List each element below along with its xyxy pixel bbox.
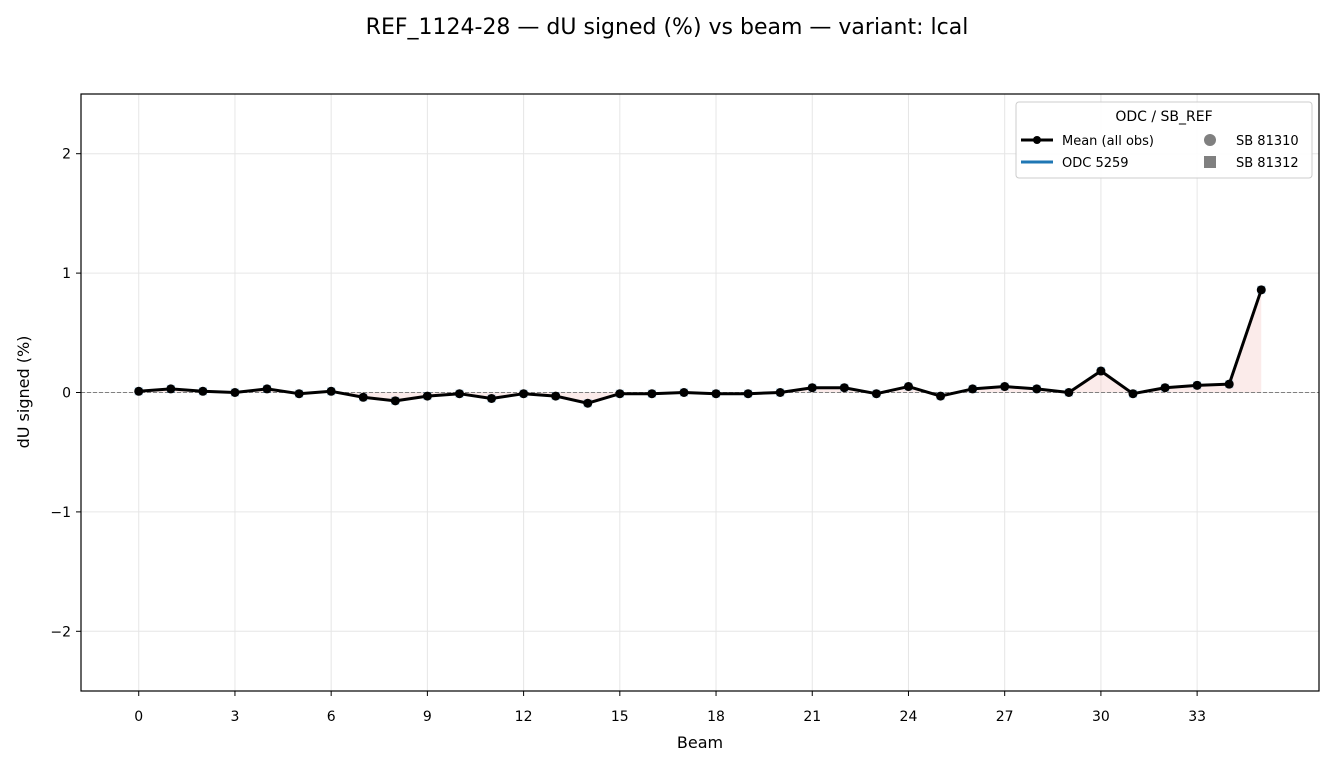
mean-point-beam-1 — [166, 384, 176, 394]
mean-point-beam-2 — [198, 386, 208, 396]
mean-point-beam-13 — [551, 391, 561, 401]
legend: ODC / SB_REF Mean (all obs) ODC 5259 SB … — [1015, 101, 1313, 179]
mean-point-beam-29 — [1064, 388, 1074, 397]
x-tick-label: 0 — [134, 709, 143, 725]
chart-title: REF_1124-28 — dU signed (%) vs beam — va… — [366, 15, 969, 40]
legend-sb-square-marker — [1204, 156, 1216, 168]
mean-point-beam-26 — [968, 384, 978, 394]
legend-label-sb-81310: SB 81310 — [1236, 134, 1299, 149]
y-tick-label: 2 — [62, 147, 71, 163]
mean-point-beam-15 — [615, 389, 625, 399]
x-tick-label: 27 — [996, 709, 1014, 725]
legend-mean-marker — [1033, 136, 1041, 144]
mean-point-beam-4 — [262, 384, 272, 394]
x-tick-label: 15 — [611, 709, 629, 725]
y-tick-label: −1 — [50, 505, 71, 521]
mean-point-beam-5 — [294, 389, 304, 399]
mean-point-beam-17 — [679, 388, 689, 397]
x-tick-label: 24 — [900, 709, 918, 725]
x-tick-label: 18 — [707, 709, 725, 725]
x-tick-label: 21 — [803, 709, 821, 725]
mean-point-beam-18 — [711, 389, 721, 399]
mean-point-beam-12 — [519, 389, 529, 399]
mean-point-beam-10 — [454, 389, 464, 399]
legend-label-odc: ODC 5259 — [1062, 156, 1129, 171]
y-axis-ticks: −2 −1 0 1 2 — [50, 147, 81, 640]
mean-point-beam-9 — [422, 391, 432, 401]
mean-point-beam-14 — [583, 398, 593, 408]
mean-point-beam-28 — [1032, 384, 1042, 394]
mean-point-beam-7 — [358, 392, 368, 402]
x-tick-label: 6 — [327, 709, 336, 725]
legend-title: ODC / SB_REF — [1115, 109, 1212, 125]
mean-series — [134, 285, 1266, 408]
mean-point-beam-3 — [230, 388, 240, 397]
mean-point-beam-23 — [871, 389, 881, 399]
x-tick-label: 33 — [1188, 709, 1206, 725]
plot-area — [81, 94, 1319, 691]
mean-point-beam-31 — [1128, 389, 1138, 399]
mean-point-beam-27 — [1000, 382, 1010, 392]
x-axis-label: Beam — [677, 733, 723, 752]
mean-point-beam-30 — [1096, 366, 1106, 376]
mean-point-beam-8 — [390, 396, 400, 406]
mean-point-beam-21 — [807, 383, 817, 393]
mean-point-beam-33 — [1192, 380, 1202, 390]
x-tick-label: 12 — [515, 709, 533, 725]
mean-point-beam-11 — [487, 393, 497, 403]
x-tick-label: 9 — [423, 709, 432, 725]
x-tick-label: 3 — [230, 709, 239, 725]
legend-sb-circle-marker — [1204, 134, 1216, 146]
mean-line — [138, 289, 1263, 405]
x-axis-ticks: 0 3 6 9 12 15 18 21 24 27 30 33 — [134, 691, 1206, 725]
y-tick-label: −2 — [50, 624, 71, 640]
mean-point-beam-19 — [743, 389, 753, 399]
mean-point-beam-16 — [647, 389, 657, 399]
x-tick-label: 30 — [1092, 709, 1110, 725]
y-axis-label: dU signed (%) — [14, 336, 33, 449]
y-tick-label: 0 — [62, 386, 71, 402]
mean-point-beam-22 — [839, 383, 849, 393]
mean-point-beam-34 — [1224, 379, 1234, 389]
mean-point-beam-20 — [775, 388, 785, 397]
mean-point-beam-6 — [326, 386, 336, 396]
y-tick-label: 1 — [62, 266, 71, 282]
legend-label-mean: Mean (all obs) — [1062, 134, 1154, 149]
legend-label-sb-81312: SB 81312 — [1236, 156, 1299, 171]
mean-point-beam-0 — [134, 386, 144, 396]
mean-point-beam-32 — [1160, 383, 1170, 393]
mean-point-beam-24 — [903, 382, 913, 392]
mean-point-beam-35 — [1256, 285, 1266, 295]
mean-point-beam-25 — [936, 391, 946, 401]
legend-box — [1015, 101, 1313, 179]
